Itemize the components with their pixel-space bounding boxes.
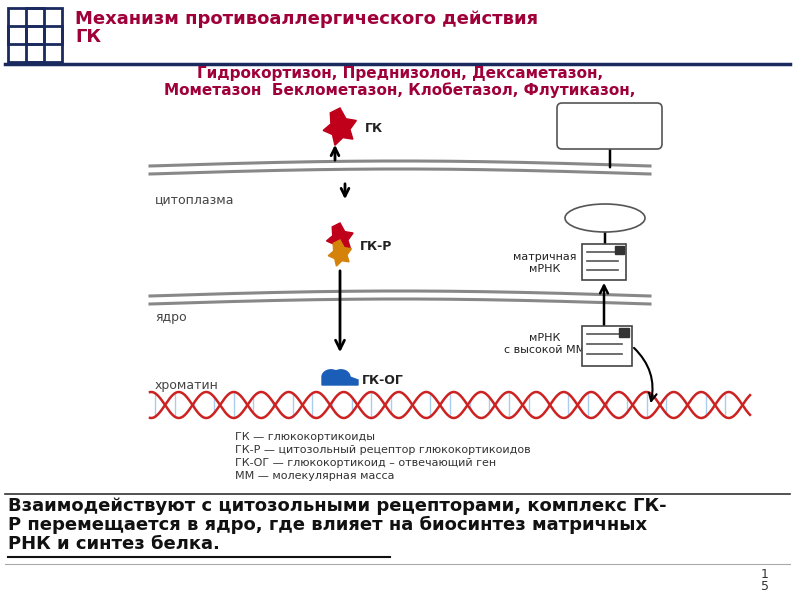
Text: ГК-Р — цитозольный рецептор глюкокортикоидов: ГК-Р — цитозольный рецептор глюкокортико… xyxy=(235,445,530,455)
Text: ГК — глюкокортикоиды: ГК — глюкокортикоиды xyxy=(235,432,375,442)
Text: ГК-ОГ: ГК-ОГ xyxy=(362,373,404,386)
Text: Гидрокортизон, Преднизолон, Дексаметазон,: Гидрокортизон, Преднизолон, Дексаметазон… xyxy=(197,66,603,81)
Text: Р перемещается в ядро, где влияет на биосинтез матричных: Р перемещается в ядро, где влияет на био… xyxy=(8,516,647,534)
Text: белок: белок xyxy=(586,211,624,224)
Text: ГК-Р: ГК-Р xyxy=(360,241,392,253)
Text: 5: 5 xyxy=(761,580,769,593)
Text: цитоплазма: цитоплазма xyxy=(155,193,234,206)
Text: Взаимодействуют с цитозольными рецепторами, комплекс ГК-: Взаимодействуют с цитозольными рецептора… xyxy=(8,497,666,515)
Text: ядро: ядро xyxy=(155,311,186,325)
Bar xyxy=(8,8,44,44)
Bar xyxy=(619,328,629,337)
Text: матричная
мРНК: матричная мРНК xyxy=(514,252,577,274)
Text: Механизм противоаллергического действия: Механизм противоаллергического действия xyxy=(75,10,538,28)
Text: хроматин: хроматин xyxy=(155,379,219,391)
Bar xyxy=(8,26,44,62)
Ellipse shape xyxy=(565,204,645,232)
Polygon shape xyxy=(322,370,358,385)
Text: 1: 1 xyxy=(761,568,769,581)
Text: стероидный
ответ: стероидный ответ xyxy=(574,115,646,137)
Text: РНК и синтез белка.: РНК и синтез белка. xyxy=(8,535,220,553)
Polygon shape xyxy=(326,223,353,253)
Text: Мометазон  Беклометазон, Клобетазол, Флутиказон,: Мометазон Беклометазон, Клобетазол, Флут… xyxy=(164,82,636,98)
Bar xyxy=(582,244,626,280)
Bar xyxy=(615,246,624,254)
Bar xyxy=(26,8,62,44)
Polygon shape xyxy=(328,240,351,266)
Polygon shape xyxy=(323,108,356,145)
Text: мРНК
с высокой ММ: мРНК с высокой ММ xyxy=(504,333,586,355)
FancyBboxPatch shape xyxy=(557,103,662,149)
Text: ГК-ОГ — глюкокортикоид – отвечающий ген: ГК-ОГ — глюкокортикоид – отвечающий ген xyxy=(235,458,496,468)
Text: ГК: ГК xyxy=(365,121,383,134)
Bar xyxy=(26,26,62,62)
Bar xyxy=(582,326,632,366)
Text: ГК: ГК xyxy=(75,28,101,46)
Text: ММ — молекулярная масса: ММ — молекулярная масса xyxy=(235,471,394,481)
